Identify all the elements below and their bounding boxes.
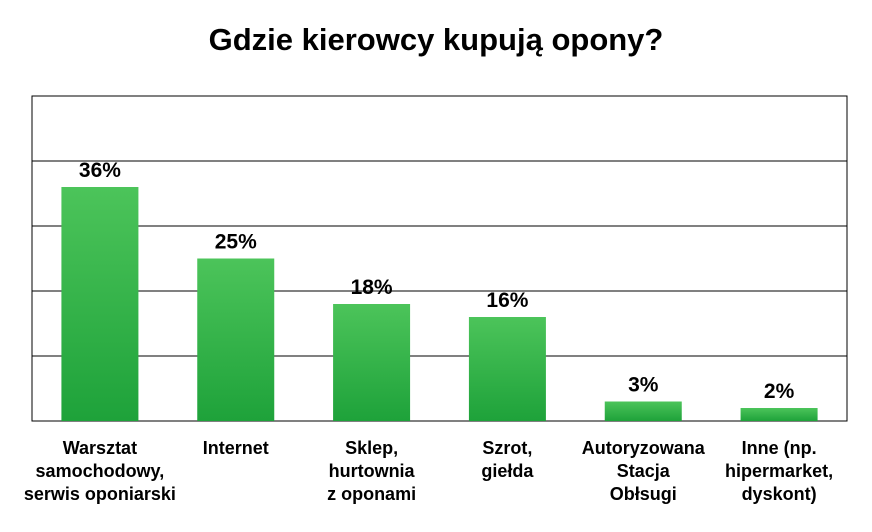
bar: [468, 317, 546, 421]
bar: [333, 304, 411, 421]
data-label: 16%: [486, 289, 528, 312]
category-label: Internet: [202, 438, 269, 458]
category-label: Sklep, hurtownia z oponami: [327, 438, 417, 504]
bar: [197, 258, 275, 421]
data-labels: 36% 25% 18% 16% 3% 2%: [79, 159, 795, 403]
category-label: Autoryzowana Stacja Obłsugi: [581, 438, 705, 504]
bar: [61, 187, 139, 421]
bar: [740, 408, 818, 421]
bar: [604, 401, 682, 421]
data-label: 18%: [351, 276, 393, 299]
category-label: Szrot, giełda: [481, 438, 534, 481]
data-label: 2%: [764, 380, 795, 403]
category-label: Inne (np. hipermarket, dyskont): [725, 438, 834, 504]
gridlines: [32, 160, 847, 357]
data-label: 25%: [215, 231, 257, 254]
data-label: 36%: [79, 159, 121, 182]
plot-area-frame: [31, 95, 848, 422]
bars: [61, 187, 818, 421]
data-label: 3%: [628, 374, 659, 397]
chart-title: Gdzie kierowcy kupują opony?: [208, 22, 664, 57]
category-label: Warsztat samochodowy, serwis oponiarski: [23, 438, 176, 504]
